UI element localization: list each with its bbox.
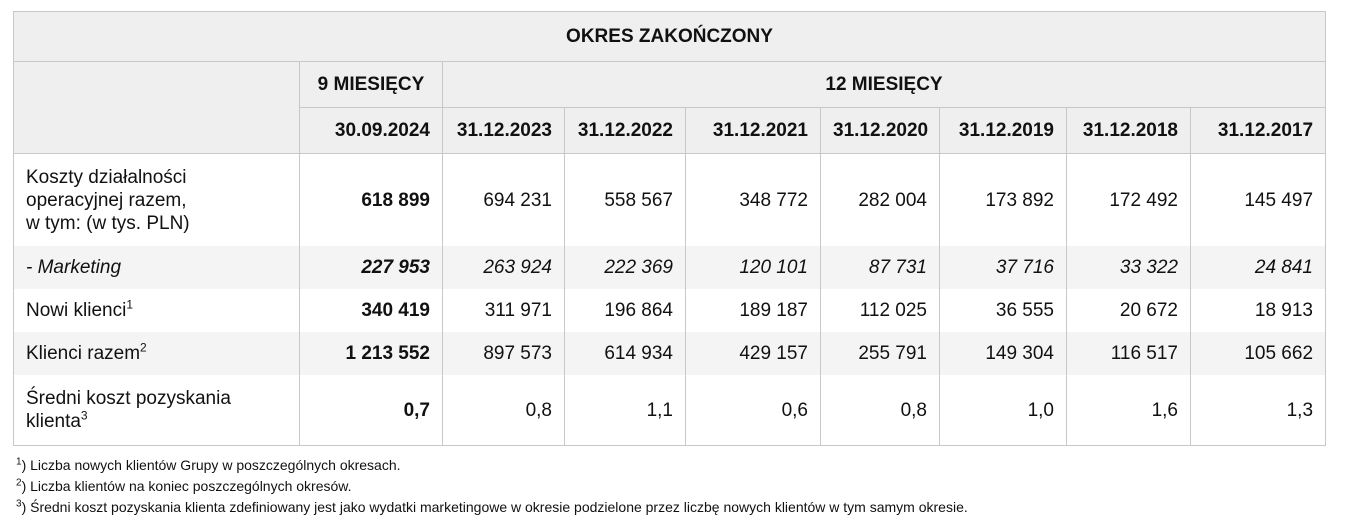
table-cell: 196 864 [564, 289, 686, 332]
footnote-text: ) Liczba klientów na koniec poszczególny… [21, 478, 352, 494]
row-label-text: Nowi klienci [26, 299, 127, 321]
row-label: Klienci razem2 [13, 332, 300, 375]
customer-acquisition-table: OKRES ZAKOŃCZONY 9 MIESIĘCY 12 MIESIĘCY … [12, 11, 1327, 446]
date-header: 31.12.2018 [1066, 107, 1191, 154]
table-cell: 37 716 [939, 246, 1067, 289]
header-blank-cell [13, 61, 300, 154]
table-cell: 348 772 [685, 153, 821, 246]
row-label-line: Koszty działalności [26, 166, 187, 188]
footnote-mark: 1 [16, 456, 22, 468]
table-cell: 112 025 [820, 289, 940, 332]
table-cell: 429 157 [685, 332, 821, 375]
table-row-operating-costs: Koszty działalności operacyjnej razem, w… [13, 153, 1327, 246]
table-cell: 263 924 [442, 246, 565, 289]
table-cell: 255 791 [820, 332, 940, 375]
group-12-months: 12 MIESIĘCY [441, 61, 1327, 108]
footnote-mark: 2 [140, 340, 147, 355]
date-header: 31.12.2023 [442, 107, 565, 154]
date-header: 31.12.2017 [1189, 107, 1327, 154]
table-cell: 1 213 552 [299, 332, 443, 375]
table-cell: 1,1 [564, 375, 686, 446]
table-row-total-clients: Klienci razem2 1 213 552 897 573 614 934… [13, 332, 1327, 375]
footnote-text: ) Średni koszt pozyskania klienta zdefin… [21, 499, 968, 515]
table-row-acquisition-cost: Średni koszt pozyskania klienta3 0,7 0,8… [13, 375, 1327, 446]
table-cell: 116 517 [1066, 332, 1191, 375]
footnote: 2) Liczba klientów na koniec poszczególn… [16, 476, 1325, 497]
footnote-mark: 3 [80, 408, 88, 423]
table-cell: 227 953 [299, 246, 443, 289]
table-cell: 172 492 [1066, 153, 1191, 246]
table-cell: 20 672 [1066, 289, 1191, 332]
table-cell: 87 731 [820, 246, 940, 289]
footnote-text: ) Liczba nowych klientów Grupy w poszcze… [21, 457, 401, 473]
table-cell: 694 231 [442, 153, 565, 246]
footnote: 3) Średni koszt pozyskania klienta zdefi… [16, 497, 1325, 518]
table-cell: 105 662 [1189, 332, 1327, 375]
report-table-container: OKRES ZAKOŃCZONY 9 MIESIĘCY 12 MIESIĘCY … [12, 11, 1327, 518]
table-cell: 0,8 [820, 375, 940, 446]
table-cell: 1,3 [1189, 375, 1327, 446]
row-label-text: Klienci razem [26, 342, 141, 364]
table-title: OKRES ZAKOŃCZONY [12, 11, 1327, 62]
table-cell: 1,6 [1066, 375, 1191, 446]
table-cell: 0,7 [299, 375, 443, 446]
table-cell: 18 913 [1189, 289, 1327, 332]
table-cell: 120 101 [685, 246, 821, 289]
row-label-line: operacyjnej razem, [26, 189, 187, 211]
date-header: 31.12.2019 [939, 107, 1067, 154]
footnote-mark: 1 [126, 297, 133, 312]
row-label-line: w tym: (w tys. PLN) [26, 212, 190, 234]
table-cell: 145 497 [1189, 153, 1327, 246]
date-header: 31.12.2022 [564, 107, 686, 154]
row-label-line: Średni koszt pozyskania [26, 388, 231, 409]
row-label-line: klienta [26, 411, 81, 432]
table-cell: 36 555 [939, 289, 1067, 332]
row-label: Nowi klienci1 [13, 289, 300, 332]
date-header: 30.09.2024 [299, 107, 443, 154]
footnote-mark: 3 [16, 498, 22, 510]
date-header: 31.12.2020 [820, 107, 940, 154]
group-9-months: 9 MIESIĘCY [299, 61, 443, 108]
table-cell: 897 573 [442, 332, 565, 375]
table-cell: 33 322 [1066, 246, 1191, 289]
table-cell: 1,0 [939, 375, 1067, 446]
table-cell: 614 934 [564, 332, 686, 375]
row-label: Średni koszt pozyskania klienta3 [13, 375, 300, 446]
table-cell: 311 971 [442, 289, 565, 332]
table-cell: 558 567 [564, 153, 686, 246]
date-header: 31.12.2021 [685, 107, 821, 154]
table-cell: 222 369 [564, 246, 686, 289]
table-cell: 618 899 [299, 153, 443, 246]
table-cell: 0,6 [685, 375, 821, 446]
row-label: - Marketing [13, 246, 300, 289]
footnote: 1) Liczba nowych klientów Grupy w poszcz… [16, 455, 1325, 476]
table-row-marketing: - Marketing 227 953 263 924 222 369 120 … [13, 246, 1327, 289]
table-cell: 282 004 [820, 153, 940, 246]
table-cell: 24 841 [1189, 246, 1327, 289]
table-cell: 340 419 [299, 289, 443, 332]
table-cell: 149 304 [939, 332, 1067, 375]
table-cell: 0,8 [442, 375, 565, 446]
footnote-mark: 2 [16, 477, 22, 489]
table-cell: 189 187 [685, 289, 821, 332]
table-row-new-clients: Nowi klienci1 340 419 311 971 196 864 18… [13, 289, 1327, 332]
row-label: Koszty działalności operacyjnej razem, w… [13, 153, 300, 246]
footnotes: 1) Liczba nowych klientów Grupy w poszcz… [13, 455, 1325, 518]
table-cell: 173 892 [939, 153, 1067, 246]
